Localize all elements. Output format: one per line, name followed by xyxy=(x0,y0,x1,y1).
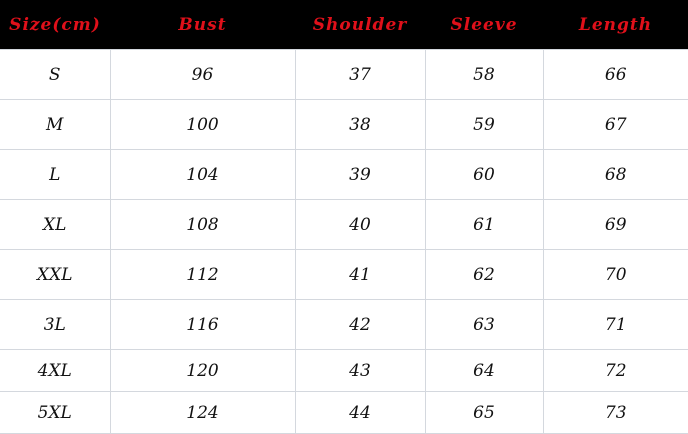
table-cell: 42 xyxy=(294,299,426,350)
table-row: 5XL 124 44 65 73 xyxy=(0,391,688,434)
table-row: 3L 116 42 63 71 xyxy=(0,299,688,350)
header-row: Size(cm) Bust Shoulder Sleeve Length xyxy=(0,0,688,50)
table-cell: 71 xyxy=(542,299,688,350)
table-cell: 108 xyxy=(109,199,296,250)
table-cell: XL xyxy=(0,199,111,250)
table-cell: S xyxy=(0,49,111,100)
table-cell: 40 xyxy=(294,199,426,250)
table-cell: 41 xyxy=(294,249,426,300)
table-cell: 116 xyxy=(109,299,296,350)
table-cell: 64 xyxy=(424,349,544,392)
table-cell: 38 xyxy=(294,99,426,150)
table-cell: 65 xyxy=(424,391,544,434)
table-cell: 37 xyxy=(294,49,426,100)
table-cell: M xyxy=(0,99,111,150)
table-cell: 68 xyxy=(542,149,688,200)
column-header: Shoulder xyxy=(295,0,425,50)
table-cell: 61 xyxy=(424,199,544,250)
table-cell: 43 xyxy=(294,349,426,392)
table-row: XL 108 40 61 69 xyxy=(0,199,688,250)
table-cell: 62 xyxy=(424,249,544,300)
table-cell: 104 xyxy=(109,149,296,200)
table-row: L 104 39 60 68 xyxy=(0,149,688,200)
table-cell: 70 xyxy=(542,249,688,300)
table-cell: XXL xyxy=(0,249,111,300)
table-cell: L xyxy=(0,149,111,200)
column-header: Length xyxy=(543,0,688,50)
column-header: Bust xyxy=(110,0,295,50)
table-cell: 112 xyxy=(109,249,296,300)
table-row: S 96 37 58 66 xyxy=(0,49,688,100)
table-cell: 120 xyxy=(109,349,296,392)
table-row: XXL 112 41 62 70 xyxy=(0,249,688,300)
table-cell: 5XL xyxy=(0,391,111,434)
column-header: Sleeve xyxy=(425,0,543,50)
table-cell: 96 xyxy=(109,49,296,100)
table-cell: 39 xyxy=(294,149,426,200)
table-row: 4XL 120 43 64 72 xyxy=(0,349,688,392)
table-cell: 69 xyxy=(542,199,688,250)
table-row: M 100 38 59 67 xyxy=(0,99,688,150)
table-cell: 72 xyxy=(542,349,688,392)
table-cell: 4XL xyxy=(0,349,111,392)
table-cell: 73 xyxy=(542,391,688,434)
table-cell: 58 xyxy=(424,49,544,100)
column-header: Size(cm) xyxy=(0,0,110,50)
table-cell: 44 xyxy=(294,391,426,434)
table-cell: 59 xyxy=(424,99,544,150)
table-cell: 100 xyxy=(109,99,296,150)
table-cell: 66 xyxy=(542,49,688,100)
table-cell: 60 xyxy=(424,149,544,200)
table-cell: 124 xyxy=(109,391,296,434)
table-cell: 3L xyxy=(0,299,111,350)
table-cell: 63 xyxy=(424,299,544,350)
table-cell: 67 xyxy=(542,99,688,150)
